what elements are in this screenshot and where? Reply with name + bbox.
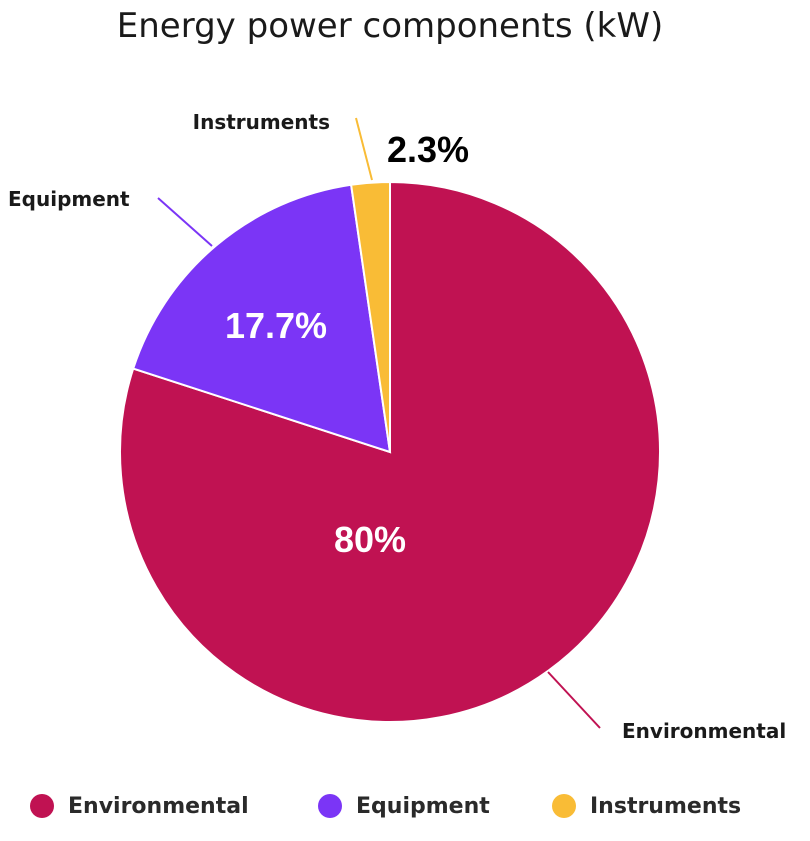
legend-swatch-environmental bbox=[30, 794, 54, 818]
legend-item-equipment[interactable]: Equipment bbox=[318, 794, 490, 819]
leader-lines bbox=[157, 117, 601, 729]
pie-slices bbox=[119, 180, 661, 723]
slice-name-label-instruments: Instruments bbox=[193, 110, 330, 134]
legend-label-equipment: Equipment bbox=[356, 793, 490, 819]
legend-swatch-equipment bbox=[318, 794, 342, 818]
slice-percent-label-equipment: 17.7% bbox=[225, 305, 327, 346]
slice-name-label-environmental: Environmental bbox=[622, 719, 786, 743]
pie-slice-instruments[interactable] bbox=[349, 180, 391, 453]
leader-line-instruments bbox=[355, 117, 373, 181]
chart-title: Energy power components (kW) bbox=[116, 6, 664, 46]
legend-item-environmental[interactable]: Environmental bbox=[30, 794, 249, 819]
slice-percent-label-environmental: 80% bbox=[334, 519, 406, 560]
slice-name-label-equipment: Equipment bbox=[8, 187, 130, 211]
slice-percent-label-instruments: 2.3% bbox=[387, 129, 469, 170]
leader-line-environmental bbox=[547, 671, 601, 729]
pie-slice-equipment[interactable] bbox=[131, 183, 392, 454]
legend-label-environmental: Environmental bbox=[68, 793, 249, 819]
legend-swatch-instruments bbox=[552, 794, 576, 818]
legend: Environmental Equipment Instruments bbox=[0, 786, 810, 826]
legend-item-instruments[interactable]: Instruments bbox=[552, 794, 741, 819]
slice-labels: Environmental 80% Equipment 17.7% Instrument… bbox=[8, 110, 786, 743]
leader-line-equipment bbox=[157, 197, 213, 247]
legend-label-instruments: Instruments bbox=[590, 793, 742, 819]
